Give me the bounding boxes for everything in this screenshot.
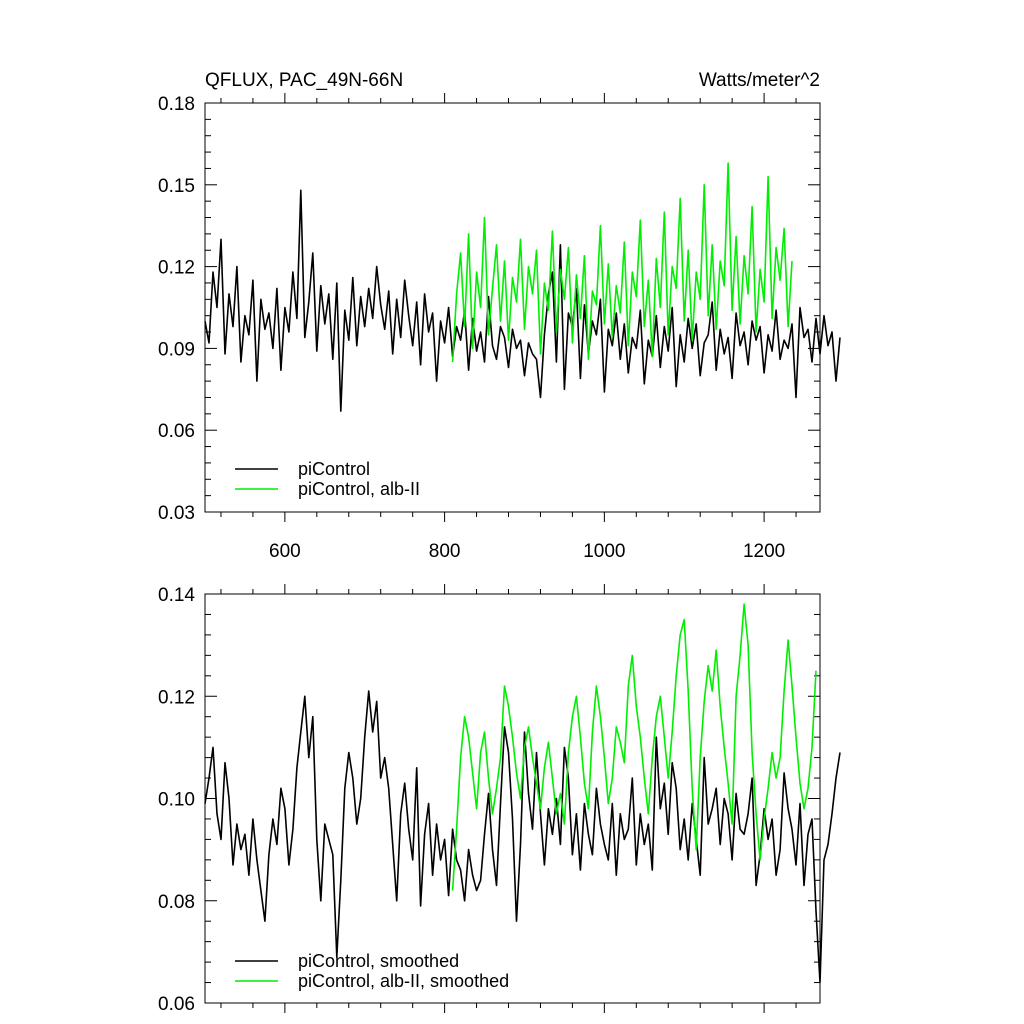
series-line-alb-ii	[451, 603, 817, 891]
chart-panel-top: QFLUX, PAC_49N-66N Watts/meter^2 0.03 0.0…	[158, 70, 841, 562]
plot-frame	[204, 102, 821, 513]
y-tick-label: 0.12	[158, 258, 195, 279]
series-line-picontrol	[204, 690, 841, 984]
y-tick-label: 0.06	[158, 421, 195, 442]
x-tick-label: 1000	[583, 541, 625, 562]
legend-label: piControl, smoothed	[298, 951, 459, 971]
y-tick-label: 0.14	[158, 585, 195, 606]
chart-units-label: Watts/meter^2	[699, 70, 820, 91]
x-tick-label: 1200	[743, 541, 785, 562]
x-tick-label: 800	[429, 541, 461, 562]
series-line-alb-ii	[451, 162, 793, 363]
legend-label: piControl, alb-II, smoothed	[298, 971, 509, 991]
y-tick-label: 0.10	[158, 790, 195, 811]
y-tick-label: 0.08	[158, 892, 195, 913]
y-tick-label: 0.03	[158, 503, 195, 524]
y-tick-label: 0.18	[158, 94, 195, 115]
y-tick-label: 0.15	[158, 176, 195, 197]
y-tick-label: 0.12	[158, 687, 195, 708]
chart-panel-bottom: 0.06 0.08 0.10 0.12 0.14 piControl, smoothed…	[158, 584, 841, 1015]
chart-title-left: QFLUX, PAC_49N-66N	[205, 70, 403, 91]
legend-label: piControl, alb-II	[298, 479, 420, 499]
plot-frame	[204, 593, 821, 1004]
y-tick-label: 0.09	[158, 339, 195, 360]
series-line-picontrol	[204, 189, 841, 412]
x-tick-label: 600	[269, 541, 301, 562]
legend-label: piControl	[298, 459, 370, 479]
y-tick-label: 0.06	[158, 994, 195, 1015]
